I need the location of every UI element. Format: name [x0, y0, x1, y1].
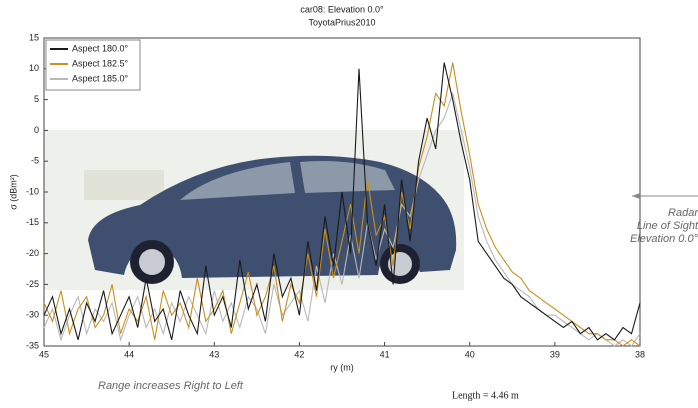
- y-tick-label: -15: [26, 217, 39, 227]
- chart-subtitle: ToyotaPrius2010: [308, 17, 375, 27]
- series-line: [43, 62, 641, 341]
- legend-label: Aspect 180.0°: [72, 43, 129, 53]
- y-tick-label: 10: [29, 63, 39, 73]
- y-tick-label: 0: [34, 125, 39, 135]
- chart-title: car08: Elevation 0.0°: [300, 4, 384, 14]
- x-tick-label: 45: [39, 349, 49, 359]
- x-tick-label: 38: [635, 349, 645, 359]
- y-tick-label: -30: [26, 310, 39, 320]
- annotation: Radar: [668, 207, 698, 219]
- series-line: [43, 62, 641, 347]
- y-tick-label: -25: [26, 279, 39, 289]
- annotation: Elevation 0.0°: [630, 233, 698, 245]
- y-tick-label: -35: [26, 340, 39, 350]
- y-tick-label: -5: [31, 156, 39, 166]
- y-axis-label: σ (dBm²): [8, 174, 18, 210]
- y-tick-label: -20: [26, 248, 39, 258]
- legend-label: Aspect 185.0°: [72, 73, 129, 83]
- y-tick-label: -10: [26, 186, 39, 196]
- annotation: Range increases Right to Left: [98, 380, 244, 392]
- radar-arrow-head: [632, 193, 640, 199]
- x-tick-label: 41: [380, 349, 390, 359]
- x-tick-label: 39: [550, 349, 560, 359]
- y-tick-label: 15: [29, 32, 39, 42]
- annotation: Line of Sight: [637, 220, 698, 232]
- y-tick-label: 5: [34, 94, 39, 104]
- x-tick-label: 43: [209, 349, 219, 359]
- x-axis-label: ry (m): [330, 362, 354, 372]
- x-tick-label: 44: [124, 349, 134, 359]
- background-photo: [44, 130, 464, 290]
- x-tick-label: 40: [465, 349, 475, 359]
- annotation: Length = 4.46 m: [452, 390, 519, 401]
- x-tick-label: 42: [294, 349, 304, 359]
- legend-label: Aspect 182.5°: [72, 58, 129, 68]
- legend: Aspect 180.0° Aspect 182.5° Aspect 185.0°: [45, 39, 141, 91]
